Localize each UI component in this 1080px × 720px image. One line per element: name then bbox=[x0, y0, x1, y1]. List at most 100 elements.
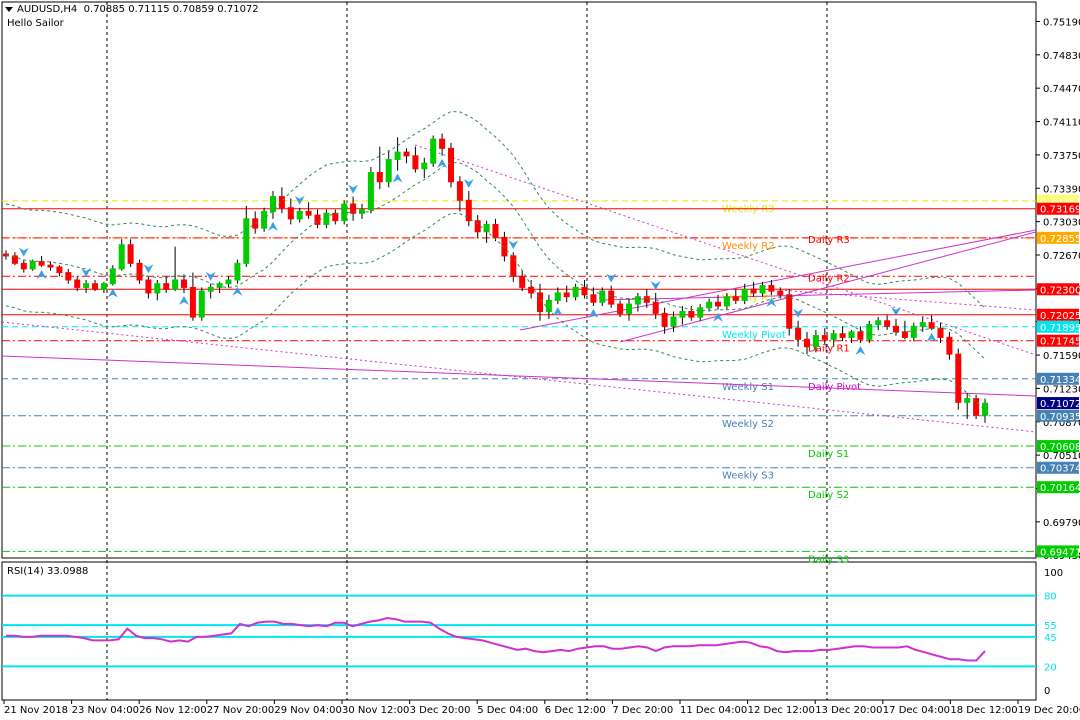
candle-bear bbox=[804, 338, 810, 348]
price-label: 0.71745 bbox=[1040, 337, 1080, 348]
fractal-up-icon bbox=[713, 312, 723, 322]
candle-bull bbox=[599, 290, 606, 303]
time-label: 7 Dec 20:00 bbox=[612, 705, 673, 716]
symbol-header: AUDUSD,H4 0.70885 0.71115 0.70859 0.7107… bbox=[5, 4, 259, 15]
trend-line bbox=[414, 144, 1037, 356]
candle-bull bbox=[154, 283, 161, 294]
candle-bear bbox=[448, 147, 454, 183]
time-label: 12 Dec 12:00 bbox=[748, 705, 815, 716]
price-label: 0.70164 bbox=[1040, 483, 1080, 494]
fractal-up-icon bbox=[392, 173, 403, 183]
rsi-tick-label: 80 bbox=[1044, 592, 1057, 603]
candle-bear bbox=[439, 138, 446, 149]
price-label: 0.69471 bbox=[1040, 547, 1080, 558]
candle-bull bbox=[100, 283, 107, 290]
dropdown-arrow-icon[interactable] bbox=[5, 6, 13, 12]
candle-bull bbox=[118, 244, 125, 270]
fractal-down-icon bbox=[348, 184, 359, 194]
candle-bear bbox=[884, 320, 891, 327]
candle-bear bbox=[145, 279, 152, 294]
candle-bear bbox=[252, 218, 259, 229]
candle-bear bbox=[839, 333, 846, 338]
candle-bear bbox=[56, 266, 63, 274]
candle-bull bbox=[670, 316, 677, 327]
candle-bear bbox=[590, 294, 597, 303]
time-label: 5 Dec 04:00 bbox=[477, 705, 538, 716]
pivot-label: Weekly S3 bbox=[722, 471, 774, 482]
candle-bull bbox=[866, 323, 873, 340]
time-label: 3 Dec 20:00 bbox=[410, 705, 471, 716]
candle-bull bbox=[919, 322, 926, 327]
trend-line bbox=[519, 229, 1037, 331]
candle-bear bbox=[20, 262, 27, 270]
candle-bear bbox=[537, 292, 543, 313]
candle-bear bbox=[857, 331, 864, 340]
pivot-label: Weekly R2 bbox=[722, 241, 775, 252]
indicator-name: Hello Sailor bbox=[7, 18, 64, 29]
rsi-tick-label: 45 bbox=[1044, 633, 1057, 644]
lower-band-line bbox=[5, 212, 986, 411]
candle-bull bbox=[296, 210, 303, 220]
fractal-up-icon bbox=[232, 286, 243, 296]
candle-bear bbox=[278, 196, 285, 209]
candle-bear bbox=[350, 203, 357, 214]
candle-bear bbox=[777, 290, 784, 296]
rsi-tick-label: 20 bbox=[1044, 662, 1057, 673]
candle-bull bbox=[626, 303, 632, 314]
price-label-box bbox=[1037, 545, 1079, 558]
candle-bear bbox=[652, 301, 659, 314]
fractal-up-icon bbox=[588, 308, 599, 318]
price-label: 0.73169 bbox=[1040, 205, 1080, 216]
symbol-name: AUDUSD,H4 bbox=[17, 4, 78, 15]
pivot-label: Weekly S2 bbox=[722, 419, 774, 430]
candle-bull bbox=[359, 209, 365, 214]
time-label: 18 Dec 12:00 bbox=[950, 705, 1017, 716]
price-label-box bbox=[1037, 397, 1079, 410]
time-label: 21 Nov 2018 bbox=[4, 705, 68, 716]
candle-bull bbox=[982, 402, 988, 416]
fractal-up-icon bbox=[926, 333, 937, 343]
candle-bear bbox=[3, 253, 9, 257]
candle-bear bbox=[937, 327, 944, 338]
price-label-box bbox=[1037, 461, 1079, 474]
candle-bear bbox=[661, 312, 668, 327]
candle-bear bbox=[821, 335, 828, 340]
time-label: 27 Nov 20:00 bbox=[207, 705, 274, 716]
price-label-box bbox=[1037, 440, 1079, 453]
candle-bear bbox=[163, 283, 170, 290]
price-label-box bbox=[1037, 283, 1079, 296]
price-label-box bbox=[1037, 481, 1079, 494]
candle-bull bbox=[216, 283, 223, 288]
fractal-down-icon bbox=[891, 306, 901, 316]
pivot-label: Daily R2 bbox=[808, 273, 850, 284]
fractal-up-icon bbox=[437, 158, 448, 168]
fractal-up-icon bbox=[107, 288, 118, 298]
candle-bear bbox=[750, 288, 757, 294]
candle-bull bbox=[634, 296, 641, 305]
fractal-down-icon bbox=[18, 247, 29, 257]
candle-bull bbox=[341, 203, 348, 222]
candle-bear bbox=[412, 155, 419, 170]
time-label: 11 Dec 04:00 bbox=[680, 705, 747, 716]
time-label: 19 Dec 20:00 bbox=[1018, 705, 1080, 716]
candle-bear bbox=[65, 272, 72, 281]
time-label: 29 Nov 04:00 bbox=[274, 705, 341, 716]
price-panel-frame bbox=[1, 1, 1037, 559]
pivot-label: Daily Pivot bbox=[808, 382, 861, 393]
candle-bear bbox=[501, 236, 508, 257]
pivot-label: Weekly R1 bbox=[722, 292, 775, 303]
candle-bear bbox=[955, 353, 962, 403]
price-label: 0.71334 bbox=[1040, 375, 1080, 386]
candle-bull bbox=[198, 290, 205, 318]
candle-bull bbox=[759, 285, 766, 294]
pivot-label: Daily S2 bbox=[808, 490, 849, 501]
candle-bear bbox=[74, 279, 81, 288]
rsi-tick-label: 100 bbox=[1044, 568, 1063, 579]
candle-bull bbox=[964, 398, 971, 403]
candle-bear bbox=[189, 286, 196, 318]
rsi-line bbox=[6, 616, 986, 662]
fractal-down-icon bbox=[81, 268, 92, 277]
